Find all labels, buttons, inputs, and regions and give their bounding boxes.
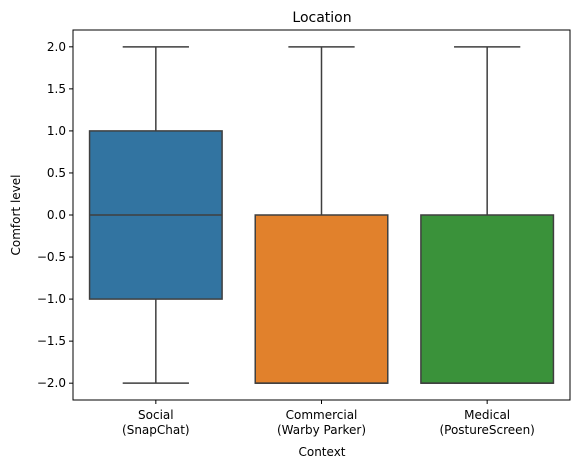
y-tick-label: 2.0 — [47, 40, 66, 54]
y-tick-label: 1.5 — [47, 82, 66, 96]
x-tick-label: (PostureScreen) — [439, 423, 534, 437]
y-tick-label: −2.0 — [37, 376, 66, 390]
y-tick-label: 0.0 — [47, 208, 66, 222]
x-tick-label: Medical — [464, 408, 510, 422]
box — [420, 214, 555, 384]
y-tick-label: 1.0 — [47, 124, 66, 138]
x-tick-label: Social — [138, 408, 174, 422]
y-tick-label: 0.5 — [47, 166, 66, 180]
box — [254, 214, 389, 384]
y-tick-label: −1.5 — [37, 334, 66, 348]
x-tick-label: (Warby Parker) — [277, 423, 366, 437]
y-tick-label: −0.5 — [37, 250, 66, 264]
y-tick-label: −1.0 — [37, 292, 66, 306]
x-axis-label: Context — [298, 445, 345, 459]
plot-area: −2.0 −1.5 −1.0 −0.5 0.0 0.5 1.0 1.5 2.0 Social(Sn… — [37, 29, 571, 437]
chart-title: Location — [292, 10, 351, 26]
x-tick-label: Commercial — [286, 408, 358, 422]
y-axis-label: Comfort level — [9, 175, 23, 256]
axes-frame — [72, 29, 571, 401]
x-tick-label: (SnapChat) — [122, 423, 190, 437]
